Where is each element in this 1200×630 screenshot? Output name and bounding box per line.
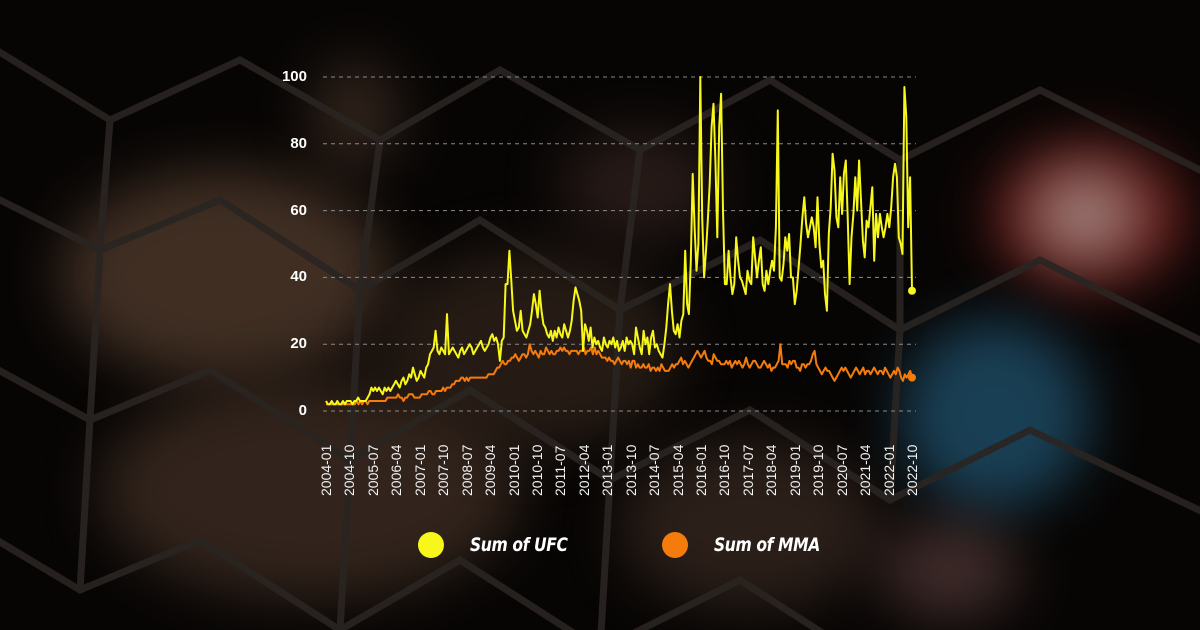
x-tick-label: 2009-04 (482, 444, 499, 496)
x-tick-label: 2005-07 (364, 444, 381, 496)
y-tick-label: 60 (290, 201, 307, 219)
mma-end-marker (908, 373, 916, 382)
ufc-end-marker (908, 286, 916, 295)
x-tick-label: 2019-01 (786, 444, 803, 496)
legend-item-ufc[interactable]: Sum of UFC (418, 532, 589, 558)
y-tick-label: 0 (298, 402, 307, 419)
x-tick-label: 2020-07 (833, 444, 850, 496)
x-tick-label: 2022-10 (904, 444, 920, 496)
x-tick-label: 2013-10 (622, 444, 639, 496)
x-tick-label: 2012-04 (575, 444, 592, 496)
mma-legend-dot-icon (662, 532, 688, 558)
x-tick-label: 2021-04 (857, 444, 874, 496)
x-tick-label: 2007-10 (435, 444, 452, 496)
y-tick-label: 20 (290, 335, 307, 353)
x-tick-label: 2017-07 (739, 444, 756, 496)
legend-item-mma[interactable]: Sum of MMA (662, 532, 843, 558)
x-tick-label: 2013-01 (599, 444, 616, 496)
x-tick-label: 2004-10 (341, 444, 358, 496)
legend-label-ufc: Sum of UFC (470, 534, 568, 556)
x-tick-label: 2016-10 (716, 444, 733, 496)
y-tick-label: 40 (290, 268, 307, 286)
gridlines (323, 76, 916, 412)
x-tick-label: 2019-10 (810, 444, 827, 496)
x-tick-label: 2014-07 (646, 444, 663, 496)
ufc-legend-dot-icon (418, 532, 444, 558)
x-tick-label: 2008-07 (458, 444, 475, 496)
x-tick-label: 2006-04 (388, 444, 405, 496)
x-tick-label: 2015-04 (669, 444, 686, 496)
ufc-series-line (325, 76, 913, 406)
x-tick-label: 2022-01 (880, 444, 897, 496)
x-tick-label: 2010-01 (505, 444, 522, 496)
y-tick-label: 100 (281, 68, 307, 85)
mma-series-line (326, 343, 913, 406)
x-tick-label: 2010-10 (528, 444, 545, 496)
x-tick-label: 2007-01 (411, 444, 428, 496)
legend-label-mma: Sum of MMA (714, 534, 820, 556)
x-tick-label: 2018-04 (763, 444, 780, 496)
x-tick-label: 2011-07 (552, 445, 569, 496)
x-tick-label: 2004-01 (318, 444, 334, 496)
x-tick-label: 2016-01 (693, 444, 710, 496)
legend: Sum of UFC Sum of MMA (0, 532, 1200, 572)
y-tick-label: 80 (290, 134, 307, 152)
